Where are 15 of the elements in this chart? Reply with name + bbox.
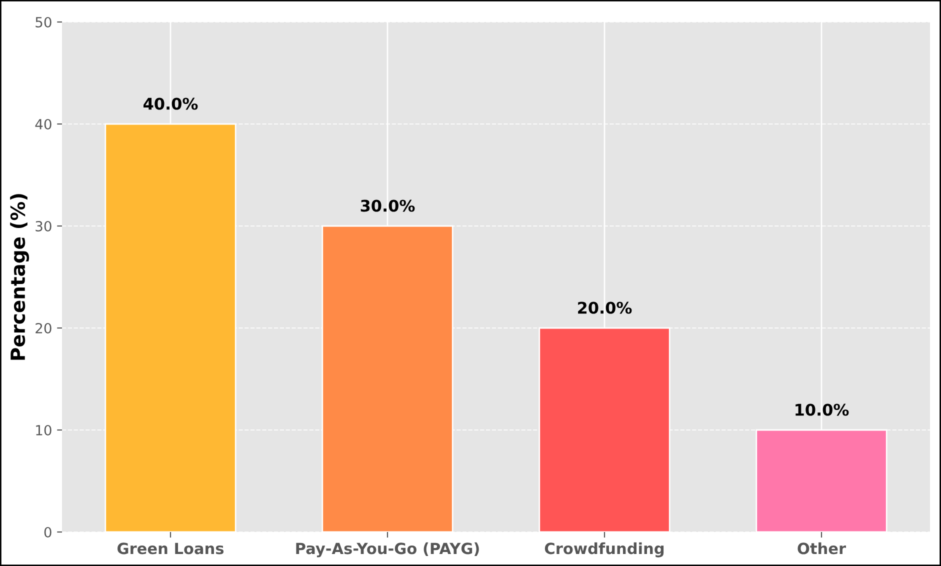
y-tick-label: 50	[36, 16, 52, 28]
y-tick-label: 20	[36, 322, 52, 334]
data-label: 10.0%	[796, 404, 849, 416]
data-label: 20.0%	[578, 302, 632, 314]
y-tick-label: 40	[35, 118, 52, 130]
data-label: 30.0%	[360, 200, 415, 212]
y-tick-label: 30	[36, 220, 52, 232]
x-tick-label: Green Loans	[118, 542, 224, 554]
y-tick-label: 10	[36, 424, 52, 436]
data-label: 40.0%	[144, 98, 198, 110]
x-tick-label: Crowdfunding	[544, 542, 664, 558]
y-axis-title: Percentage (%)	[10, 194, 30, 360]
y-tick-label: 0	[44, 526, 52, 538]
x-tick-label: Pay-As-You-Go (PAYG)	[296, 542, 479, 558]
x-tick-label: Other	[798, 542, 846, 554]
